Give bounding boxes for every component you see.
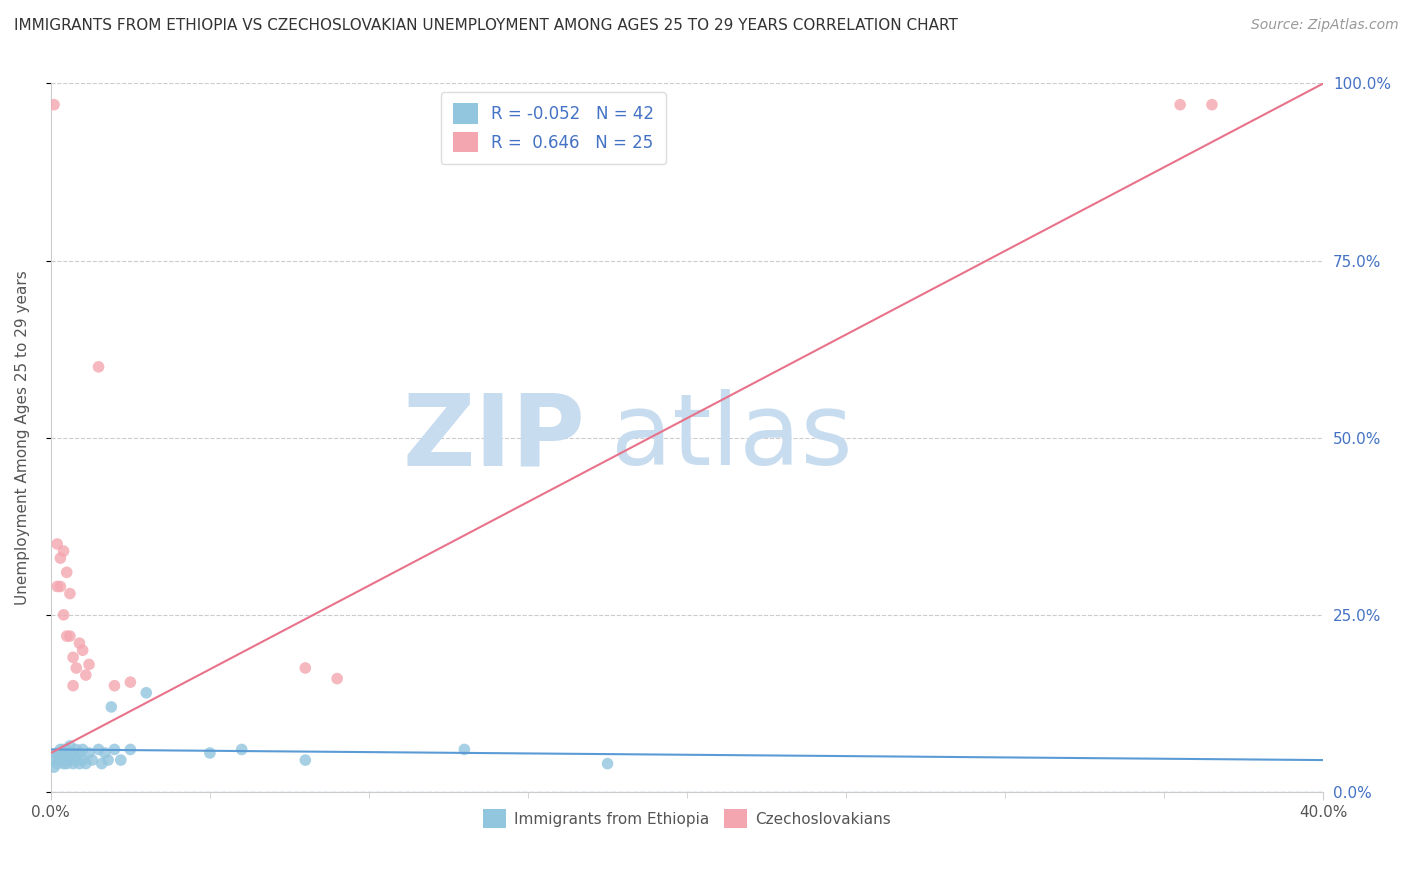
Point <box>326 672 349 686</box>
Point <box>49 579 72 593</box>
Point <box>62 746 84 760</box>
Point <box>87 742 110 756</box>
Point <box>62 679 84 693</box>
Point <box>110 753 132 767</box>
Point <box>120 675 142 690</box>
Point <box>52 756 75 771</box>
Point <box>72 643 94 657</box>
Point <box>46 756 69 771</box>
Point <box>72 753 94 767</box>
Point <box>55 756 77 771</box>
Point <box>103 742 125 756</box>
Point <box>77 657 100 672</box>
Point <box>103 679 125 693</box>
Point <box>46 579 69 593</box>
Point <box>59 739 82 753</box>
Point <box>231 742 253 756</box>
Point <box>453 742 475 756</box>
Legend: Immigrants from Ethiopia, Czechoslovakians: Immigrants from Ethiopia, Czechoslovakia… <box>477 803 897 834</box>
Point <box>62 756 84 771</box>
Point <box>59 586 82 600</box>
Point <box>52 607 75 622</box>
Point <box>596 756 619 771</box>
Point <box>55 629 77 643</box>
Point <box>62 650 84 665</box>
Text: atlas: atlas <box>610 389 852 486</box>
Point <box>49 749 72 764</box>
Point <box>77 746 100 760</box>
Point <box>49 742 72 756</box>
Point <box>82 753 104 767</box>
Point <box>55 742 77 756</box>
Point <box>120 742 142 756</box>
Point <box>75 668 97 682</box>
Point <box>65 742 87 756</box>
Point <box>42 97 65 112</box>
Point <box>55 749 77 764</box>
Point <box>59 629 82 643</box>
Point <box>94 746 117 760</box>
Point <box>55 566 77 580</box>
Point <box>59 746 82 760</box>
Point <box>52 742 75 756</box>
Text: Source: ZipAtlas.com: Source: ZipAtlas.com <box>1251 18 1399 32</box>
Point <box>42 753 65 767</box>
Point <box>52 544 75 558</box>
Point <box>294 753 316 767</box>
Point <box>87 359 110 374</box>
Text: ZIP: ZIP <box>402 389 585 486</box>
Y-axis label: Unemployment Among Ages 25 to 29 years: Unemployment Among Ages 25 to 29 years <box>15 270 30 605</box>
Point <box>69 756 91 771</box>
Point <box>65 753 87 767</box>
Point <box>198 746 221 760</box>
Point <box>69 636 91 650</box>
Point <box>69 746 91 760</box>
Point <box>49 753 72 767</box>
Point <box>52 746 75 760</box>
Point <box>90 756 112 771</box>
Point <box>59 753 82 767</box>
Point <box>100 700 122 714</box>
Point <box>42 760 65 774</box>
Point <box>65 661 87 675</box>
Text: IMMIGRANTS FROM ETHIOPIA VS CZECHOSLOVAKIAN UNEMPLOYMENT AMONG AGES 25 TO 29 YEA: IMMIGRANTS FROM ETHIOPIA VS CZECHOSLOVAK… <box>14 18 957 33</box>
Point <box>1168 97 1191 112</box>
Point <box>72 742 94 756</box>
Point <box>46 749 69 764</box>
Point <box>97 753 120 767</box>
Point <box>135 686 157 700</box>
Point <box>75 756 97 771</box>
Point <box>1201 97 1223 112</box>
Point <box>49 551 72 566</box>
Point <box>46 537 69 551</box>
Point <box>294 661 316 675</box>
Point <box>46 746 69 760</box>
